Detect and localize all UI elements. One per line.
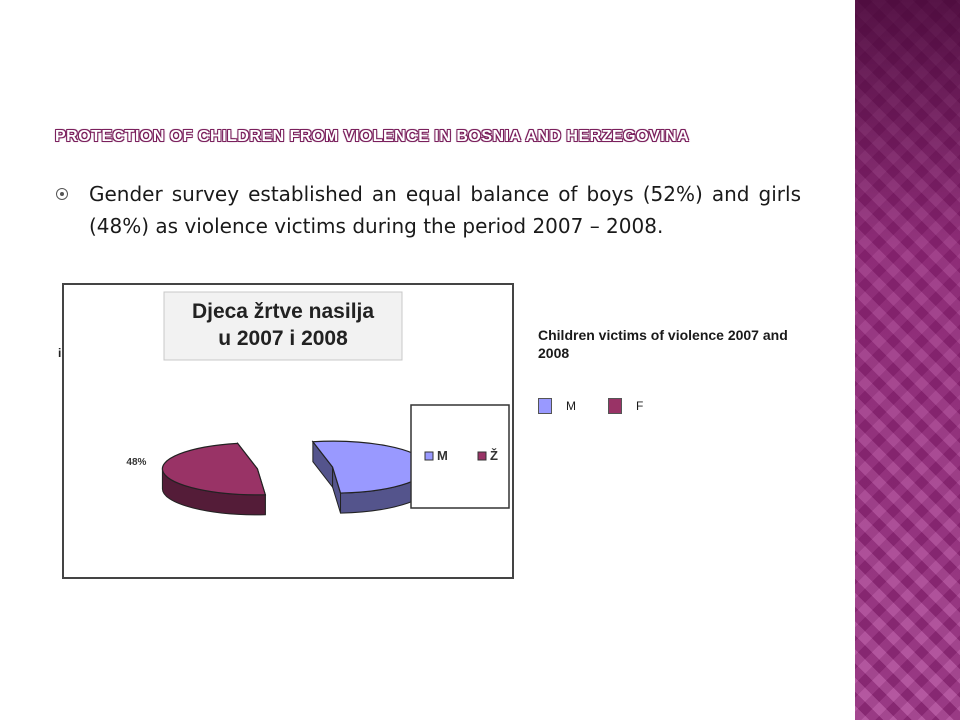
pie-slice-label-f: 48% [126, 457, 146, 468]
legend-item-f: F [608, 398, 674, 414]
pie-chart-svg: Djeca žrtve nasilja u 2007 i 2008 52%48%… [126, 291, 510, 516]
chart-image-legend-label-m: M [437, 448, 448, 463]
stray-text: i [58, 346, 62, 360]
chart-legend: M F [538, 396, 678, 416]
bullet-circle-icon [56, 188, 68, 200]
bullet-text: Gender survey established an equal balan… [89, 182, 801, 238]
pie-slice-f [161, 442, 267, 496]
legend-item-m: M [538, 398, 604, 414]
legend-label-f: F [636, 399, 644, 413]
slide-title: Protection of children from violence in … [55, 128, 690, 145]
chart-image-title-box [163, 291, 403, 361]
chart-image-legend-label-z: Ž [490, 448, 498, 463]
chart-title: Children victims of violence 2007 and 20… [538, 327, 788, 361]
bullet-point: Gender survey established an equal balan… [56, 178, 801, 242]
chart-image-title-line2: u 2007 i 2008 [218, 327, 348, 350]
pie-chart-image: Djeca žrtve nasilja u 2007 i 2008 52%48%… [62, 283, 514, 579]
legend-swatch-m [538, 398, 552, 414]
chart-image-title-line1: Djeca žrtve nasilja [192, 300, 374, 323]
chart-image-legend-swatch-z [477, 451, 487, 461]
legend-label-m: M [566, 399, 576, 413]
pie-slices: 52%48% [126, 440, 452, 516]
chart-image-legend-swatch-m [424, 451, 434, 461]
chart-image-title: Djeca žrtve nasilja u 2007 i 2008 [163, 291, 403, 361]
chart-image-legend: M Ž [410, 404, 510, 509]
decorative-sidebar [855, 0, 960, 720]
legend-swatch-f [608, 398, 622, 414]
